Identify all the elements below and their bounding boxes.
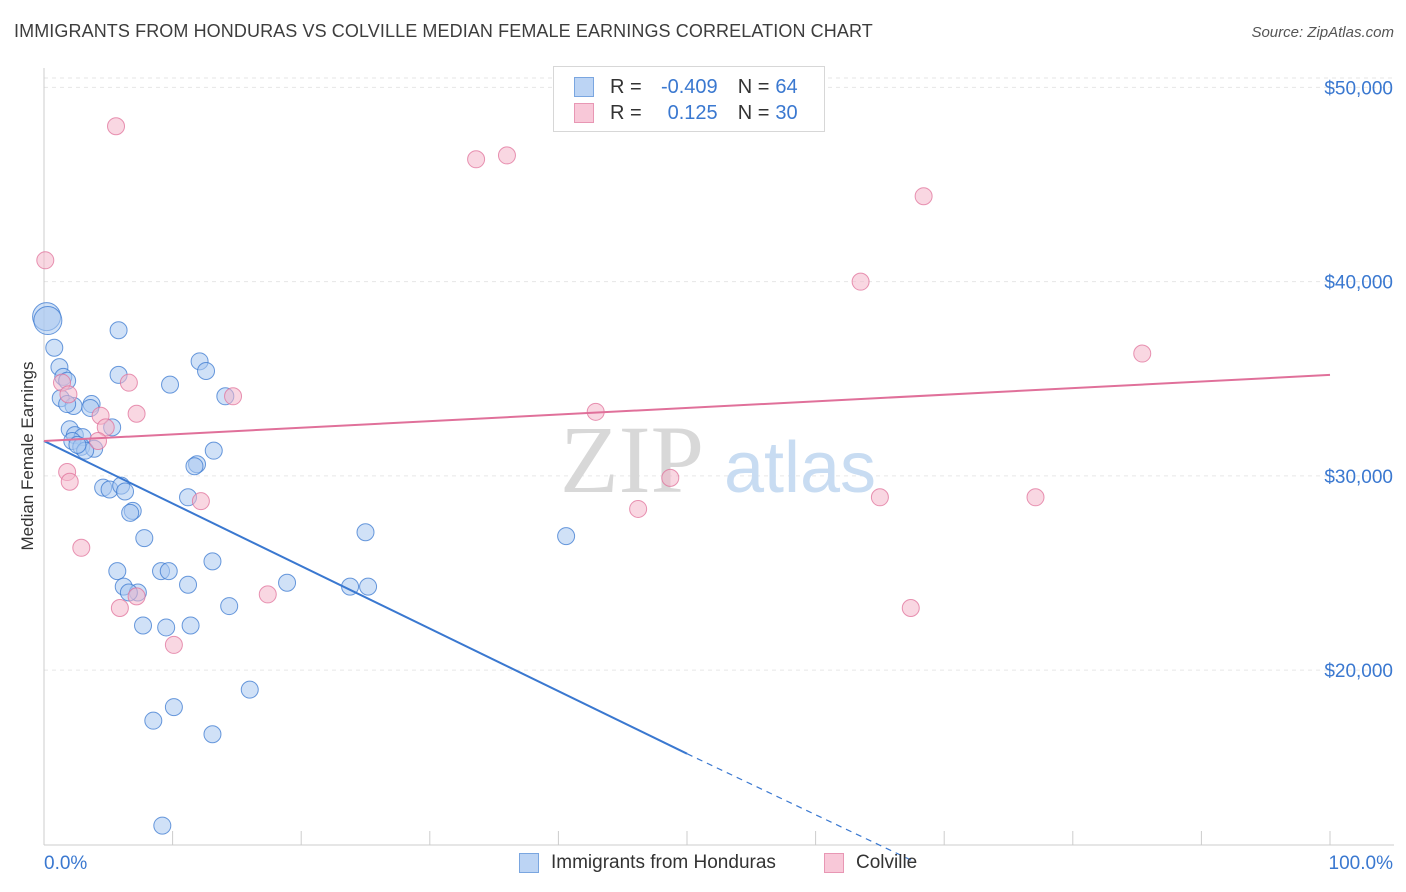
watermark-zip: ZIP xyxy=(560,406,704,513)
legend-row-honduras: R = -0.409 N = 64 xyxy=(574,75,798,99)
colville-point xyxy=(164,635,183,654)
legend-swatch-blue xyxy=(574,77,594,97)
bottom-legend-honduras: Immigrants from Honduras xyxy=(519,852,776,874)
colville-point xyxy=(60,472,79,491)
x-tick-label: 0.0% xyxy=(44,853,87,874)
honduras-point xyxy=(359,577,378,596)
honduras-point xyxy=(161,375,180,394)
colville-point xyxy=(107,117,126,136)
honduras-point xyxy=(181,616,200,635)
honduras-point xyxy=(197,362,216,381)
honduras-point xyxy=(203,552,222,571)
colville-point xyxy=(96,418,115,437)
legend-label-honduras: Immigrants from Honduras xyxy=(551,852,776,873)
colville-point xyxy=(851,272,870,291)
stats-legend: R = -0.409 N = 64 R = 0.125 N = 30 xyxy=(553,66,825,132)
chart-title: IMMIGRANTS FROM HONDURAS VS COLVILLE MED… xyxy=(14,21,873,41)
colville-point xyxy=(224,387,243,406)
honduras-point xyxy=(557,527,576,546)
honduras-point xyxy=(68,435,87,454)
honduras-trendline-extension xyxy=(686,753,913,862)
colville-point xyxy=(1133,344,1152,363)
axes xyxy=(43,68,1394,846)
colville-point xyxy=(497,146,516,165)
legend-row-colville: R = 0.125 N = 30 xyxy=(574,101,798,125)
honduras-point xyxy=(135,529,154,548)
colville-point xyxy=(258,585,277,604)
legend-r-label: R = xyxy=(610,101,642,124)
colville-point xyxy=(901,599,920,618)
honduras-point xyxy=(164,698,183,717)
legend-r-value: -0.409 xyxy=(660,75,718,98)
honduras-point xyxy=(203,725,222,744)
legend-n-value: 64 xyxy=(775,75,798,98)
honduras-point xyxy=(159,562,178,581)
y-tick-label: $50,000 xyxy=(1324,78,1393,99)
colville-point xyxy=(119,373,138,392)
y-tick-label: $40,000 xyxy=(1324,273,1393,294)
colville-point xyxy=(72,538,91,557)
honduras-point xyxy=(157,618,176,637)
honduras-point xyxy=(108,562,127,581)
colville-point xyxy=(914,187,933,206)
colville-point xyxy=(870,488,889,507)
watermark-atlas: atlas xyxy=(724,428,876,508)
colville-point xyxy=(89,431,108,450)
colville-point xyxy=(629,499,648,518)
bottom-legend-colville: Colville xyxy=(824,852,917,874)
honduras-point xyxy=(356,523,375,542)
trendlines xyxy=(43,373,1331,862)
x-tick-label: 100.0% xyxy=(1329,853,1394,874)
honduras-trendline xyxy=(43,440,688,755)
honduras-point xyxy=(185,457,204,476)
honduras-point xyxy=(45,338,64,357)
honduras-point xyxy=(220,597,239,616)
colville-point xyxy=(467,150,486,169)
honduras-point xyxy=(240,680,259,699)
legend-r-value: 0.125 xyxy=(667,101,718,124)
legend-n-label: N = xyxy=(737,75,770,98)
colville-point xyxy=(110,599,129,618)
source-label: Source: ZipAtlas.com xyxy=(1251,24,1394,41)
y-tick-label: $20,000 xyxy=(1324,661,1393,682)
legend-swatch-blue xyxy=(519,853,539,873)
colville-point xyxy=(127,404,146,423)
y-axis-label: Median Female Earnings xyxy=(18,361,37,551)
colville-point xyxy=(127,587,146,606)
honduras-point xyxy=(204,441,223,460)
honduras-point xyxy=(179,575,198,594)
colville-point xyxy=(1026,488,1045,507)
tick-labels: $20,000 $30,000 $40,000 $50,000 0.0% 100.0% xyxy=(44,78,1393,874)
honduras-point xyxy=(134,616,153,635)
watermark: ZIP atlas xyxy=(560,406,876,513)
y-tick-label: $30,000 xyxy=(1324,467,1393,488)
legend-n-value: 30 xyxy=(775,101,798,124)
colville-point xyxy=(191,492,210,511)
honduras-point xyxy=(116,482,135,501)
legend-swatch-pink xyxy=(574,103,594,123)
honduras-point xyxy=(278,573,297,592)
colville-trendline xyxy=(43,373,1331,442)
honduras-point xyxy=(121,503,140,522)
honduras-point xyxy=(33,306,63,336)
colville-point xyxy=(59,385,78,404)
grid xyxy=(44,77,1394,671)
colville-point xyxy=(36,251,55,270)
data-points xyxy=(32,117,1152,835)
colville-point xyxy=(661,468,680,487)
legend-label-colville: Colville xyxy=(856,852,918,873)
honduras-point xyxy=(153,816,172,835)
legend-swatch-pink xyxy=(824,853,844,873)
honduras-point xyxy=(144,711,163,730)
honduras-point xyxy=(109,321,128,340)
legend-r-label: R = xyxy=(610,75,642,98)
legend-n-label: N = xyxy=(737,101,770,124)
